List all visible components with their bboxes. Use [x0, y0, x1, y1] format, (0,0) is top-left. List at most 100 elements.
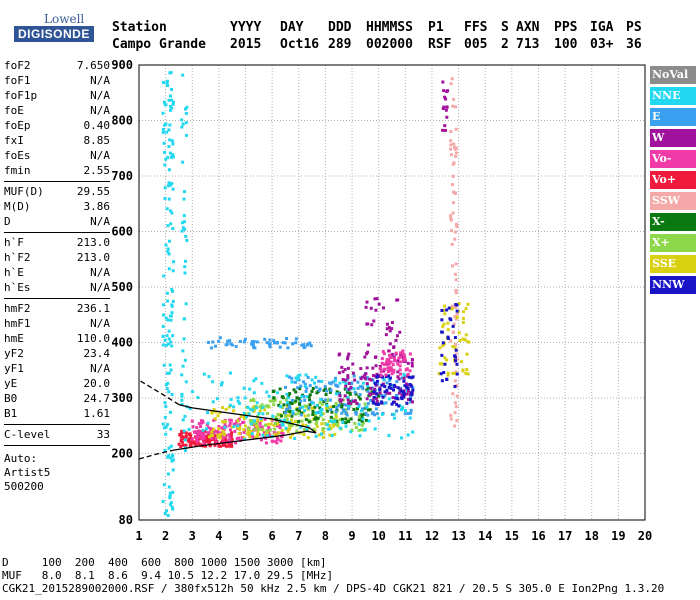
echo-point — [450, 183, 454, 187]
echo-point — [303, 382, 307, 386]
echo-point — [257, 433, 261, 437]
echo-point — [207, 435, 211, 439]
echo-point — [360, 407, 364, 411]
echo-point — [352, 374, 356, 378]
echo-point — [338, 381, 342, 385]
echo-point — [272, 396, 276, 400]
echo-point — [185, 238, 189, 242]
echo-point — [337, 392, 341, 396]
echo-point — [343, 403, 347, 407]
echo-point — [266, 423, 270, 427]
param-name: M(D) — [4, 200, 31, 213]
echo-point — [338, 426, 342, 430]
echo-point — [307, 420, 311, 424]
echo-point — [271, 390, 275, 394]
echo-point — [453, 191, 457, 195]
echo-point — [286, 409, 290, 413]
echo-point — [333, 379, 337, 383]
echo-point — [180, 394, 184, 398]
echo-point — [181, 364, 185, 368]
param-row: foF2 7.650 — [4, 58, 110, 73]
polarization-legend: NoVal NNE E W Vo- Vo+ SSW X- X+ SSE NNW — [650, 66, 696, 297]
echo-point — [404, 392, 408, 396]
echo-point — [268, 338, 272, 342]
echo-point — [380, 383, 384, 387]
echo-point — [357, 428, 361, 432]
echo-point — [344, 408, 348, 412]
echo-point — [333, 432, 337, 436]
echo-point — [184, 234, 188, 238]
echo-point — [222, 440, 226, 444]
echo-point — [383, 385, 387, 389]
echo-point — [197, 442, 201, 446]
echo-point — [246, 426, 250, 430]
echo-point — [311, 409, 315, 413]
echo-point — [375, 375, 379, 379]
echo-point — [177, 442, 181, 446]
echo-point — [440, 353, 444, 357]
echo-point — [401, 352, 405, 356]
echo-point — [184, 121, 188, 125]
echo-point — [347, 352, 351, 356]
echo-point — [446, 321, 450, 325]
param-name: B1 — [4, 407, 18, 420]
echo-point — [380, 361, 384, 365]
echo-point — [399, 408, 403, 412]
echo-point — [363, 373, 367, 377]
echo-point — [247, 412, 251, 416]
echo-point — [218, 436, 222, 440]
echo-point — [285, 417, 289, 421]
echo-point — [163, 512, 167, 516]
echo-point — [365, 382, 369, 386]
echo-point — [170, 393, 174, 397]
echo-point — [167, 446, 171, 450]
echo-point — [242, 340, 246, 344]
echo-point — [224, 343, 228, 347]
echo-point — [242, 420, 246, 424]
echo-point — [274, 440, 278, 444]
echo-point — [344, 411, 348, 415]
echo-point — [252, 421, 256, 425]
echo-point — [292, 388, 296, 392]
echo-point — [269, 422, 273, 426]
echo-point — [166, 514, 170, 518]
echo-point — [334, 415, 338, 419]
echo-point — [265, 429, 269, 433]
echo-point — [384, 375, 388, 379]
param-name: MUF(D) — [4, 185, 44, 198]
echo-point — [273, 422, 277, 426]
echo-point — [184, 431, 188, 435]
echo-point — [310, 378, 314, 382]
x-tick-label: 3 — [189, 529, 196, 543]
echo-point — [253, 407, 257, 411]
echo-point — [214, 344, 218, 348]
param-value: N/A — [90, 266, 110, 279]
echo-point — [161, 422, 165, 426]
echo-point — [369, 306, 373, 310]
echo-point — [385, 322, 389, 326]
echo-point — [238, 426, 242, 430]
echo-point — [454, 352, 458, 356]
echo-point — [168, 94, 172, 98]
echo-point — [320, 402, 324, 406]
param-row: yF2 23.4 — [4, 346, 110, 361]
echo-point — [286, 346, 290, 350]
echo-point — [442, 322, 446, 326]
echo-point — [260, 427, 264, 431]
echo-point — [446, 373, 450, 377]
echo-point — [302, 394, 306, 398]
echo-point — [382, 367, 386, 371]
echo-point — [365, 300, 369, 304]
echo-point — [411, 430, 415, 434]
echo-point — [377, 394, 381, 398]
echo-point — [466, 302, 470, 306]
echo-point — [390, 352, 394, 356]
echo-point — [462, 310, 466, 314]
echo-point — [252, 423, 256, 427]
echo-point — [233, 429, 237, 433]
echo-point — [163, 415, 167, 419]
x-tick-label: 8 — [322, 529, 329, 543]
x-tick-label: 9 — [348, 529, 355, 543]
echo-point — [364, 305, 368, 309]
